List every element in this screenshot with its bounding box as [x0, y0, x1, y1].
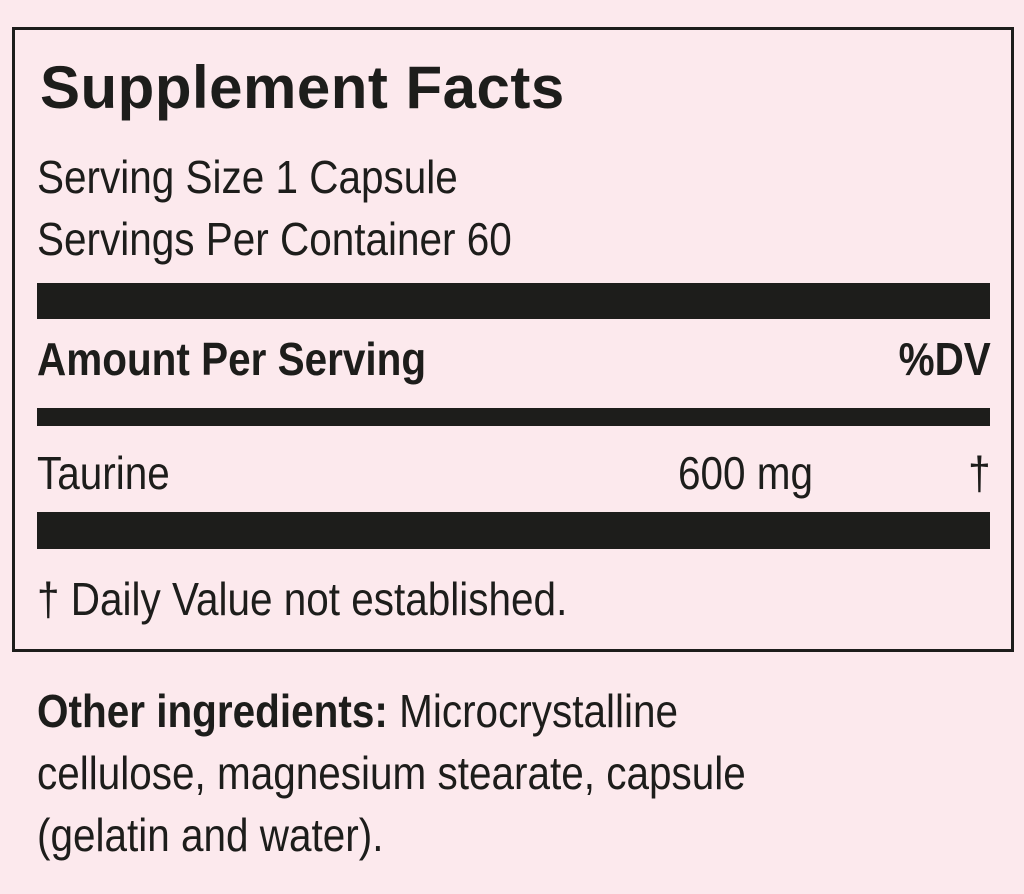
footnote: † Daily Value not established.: [37, 573, 568, 625]
dv-header: %DV: [898, 333, 991, 385]
thick-divider: [37, 283, 990, 319]
serving-size: Serving Size 1 Capsule: [37, 151, 458, 203]
other-ingredients: Other ingredients: Microcrystalline cell…: [37, 680, 1005, 866]
thick-divider: [37, 512, 990, 549]
panel-title: Supplement Facts: [40, 54, 565, 121]
ingredient-dv: †: [968, 447, 991, 499]
supplement-facts-panel: Supplement Facts Serving Size 1 Capsule …: [12, 27, 1014, 652]
ingredient-name: Taurine: [37, 447, 170, 499]
other-ingredients-text: cellulose, magnesium stearate, capsule: [37, 747, 746, 799]
other-ingredients-label: Other ingredients:: [37, 685, 388, 737]
amount-per-serving-header: Amount Per Serving: [37, 333, 427, 385]
medium-divider: [37, 408, 990, 426]
servings-per-container: Servings Per Container 60: [37, 213, 512, 265]
other-ingredients-text: (gelatin and water).: [37, 809, 384, 861]
ingredient-amount: 600 mg: [678, 447, 814, 499]
other-ingredients-text: Microcrystalline: [387, 685, 679, 737]
